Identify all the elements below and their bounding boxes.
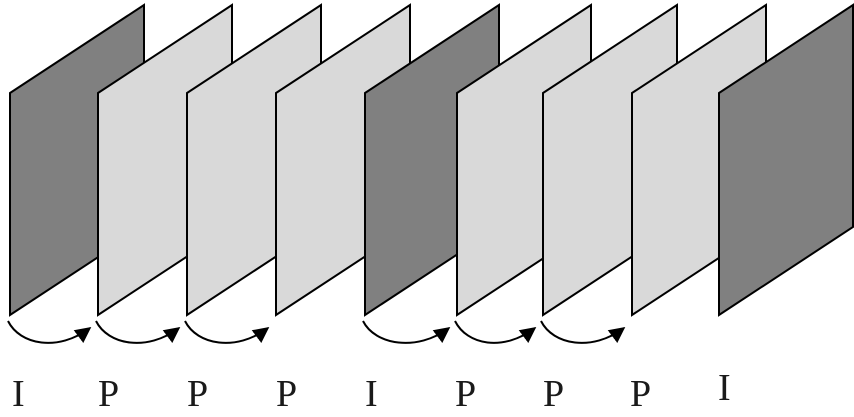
frame-label-5: I <box>365 373 378 415</box>
reference-arrow-5 <box>454 320 537 344</box>
frame-label-8: P <box>630 373 651 415</box>
frame-label-6: P <box>455 373 476 415</box>
frame-label-3: P <box>187 373 208 415</box>
i-frame-9 <box>718 3 854 317</box>
frame-label-7: P <box>543 373 564 415</box>
reference-arrow-4 <box>362 320 451 344</box>
frames-layer <box>9 3 854 317</box>
frame-label-2: P <box>98 373 119 415</box>
frame-label-9: I <box>718 367 731 409</box>
reference-arrows <box>7 320 626 344</box>
reference-arrow-3 <box>184 320 270 344</box>
frame-label-4: P <box>276 373 297 415</box>
reference-arrow-6 <box>540 320 626 344</box>
reference-arrow-2 <box>95 320 181 344</box>
frame-label-1: I <box>12 373 25 415</box>
reference-arrow-1 <box>7 320 92 344</box>
